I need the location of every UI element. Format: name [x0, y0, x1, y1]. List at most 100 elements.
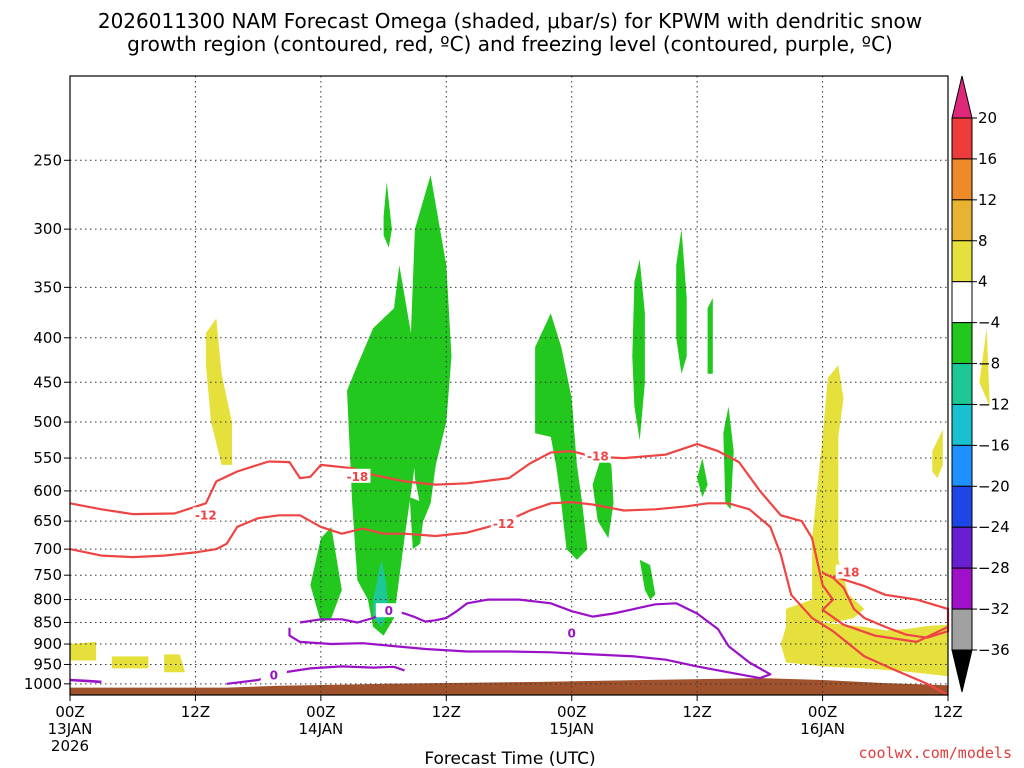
colorbar-label-9: −20	[978, 477, 1010, 495]
colorbar-bin-10	[951, 485, 973, 528]
omega-area-upward-11	[697, 458, 708, 498]
colorbar-label-12: −32	[978, 600, 1010, 618]
x-axis-title: Forecast Time (UTC)	[424, 749, 595, 768]
x-tick-label-0-2: 2026	[51, 737, 89, 755]
freezing-label-1-bg	[375, 603, 402, 618]
colorbar-bin-12	[951, 567, 973, 610]
colorbar-bin-13	[951, 608, 973, 651]
dgz-contour-late	[822, 571, 950, 639]
y-tick-label-750: 750	[33, 566, 62, 584]
dgz-label-lower-2: -12	[493, 517, 515, 531]
omega-area-upward-5	[409, 497, 426, 550]
x-tick-label-7-0: 12Z	[933, 703, 962, 721]
freezing-label-3-bg	[260, 667, 287, 682]
colorbar-bin-4	[951, 240, 973, 283]
omega-area-downward-20	[111, 656, 149, 669]
colorbar-label-8: −16	[978, 436, 1010, 454]
colorbar-bin-2	[951, 158, 973, 201]
x-tick-label-6-0: 00Z	[808, 703, 837, 721]
plot-area: -12 -12 -18 -18 -18 0 0 0	[69, 75, 990, 696]
y-tick-label-450: 450	[33, 373, 62, 391]
y-tick-label-950: 950	[33, 655, 62, 673]
colorbar-top-triangle	[951, 75, 973, 119]
omega-area-downward-18	[979, 328, 990, 407]
dgz-label-upper-1-bg	[344, 468, 371, 483]
omega-area-downward-17	[932, 429, 943, 479]
freezing-contour-ring	[288, 598, 772, 680]
dgz-label-lower-1-bg	[192, 507, 219, 522]
x-tick-label-6-1: 16JAN	[800, 720, 845, 738]
omega-area-upward-6	[535, 313, 588, 560]
colorbar-label-2: 12	[978, 191, 997, 209]
plot-frame	[69, 75, 949, 696]
x-tick-label-4-1: 15JAN	[549, 720, 594, 738]
y-tick-label-650: 650	[33, 512, 62, 530]
colorbar-label-0: 20	[978, 109, 997, 127]
colorbar-label-4: 4	[978, 273, 988, 291]
colorbar-bottom-triangle	[951, 649, 973, 693]
y-tick-label-500: 500	[33, 413, 62, 431]
freezing-label-3: 0	[270, 668, 278, 682]
freezing-label-2: 0	[568, 626, 576, 640]
omega-area-upward-13	[639, 559, 656, 600]
colorbar-bin-11	[951, 526, 973, 569]
colorbar-bin-1	[951, 117, 973, 160]
y-axis: 1000 950 900 850 800 750 700 650 600 550 500 450 400…	[24, 151, 70, 693]
x-tick-label-2-1: 14JAN	[298, 720, 343, 738]
omega-area-upward-4	[409, 175, 452, 522]
colorbar-bin-6	[951, 322, 973, 365]
colorbar-label-13: −36	[978, 641, 1010, 659]
chart-title-line-1: 2026011300 NAM Forecast Omega (shaded, μ…	[98, 9, 922, 33]
y-tick-label-1000: 1000	[24, 675, 62, 693]
colorbar-label-5: −4	[978, 314, 1000, 332]
omega-area-upward-2	[347, 265, 415, 636]
y-tick-label-800: 800	[33, 591, 62, 609]
y-tick-label-400: 400	[33, 329, 62, 347]
omega-area-upward-7	[592, 451, 614, 539]
x-tick-label-0-0: 00Z	[55, 703, 84, 721]
colorbar-bin-3	[951, 199, 973, 242]
x-tick-label-2-0: 00Z	[306, 703, 335, 721]
freezing-contour-small	[69, 678, 102, 684]
x-tick-label-3-0: 12Z	[432, 703, 461, 721]
omega-area-upward-3	[383, 182, 392, 248]
dgz-label-late-bg	[835, 564, 862, 579]
omega-area-downward-15	[812, 365, 865, 623]
colorbar-label-10: −24	[978, 518, 1010, 536]
freezing-label-2-bg	[558, 625, 585, 640]
chart-title-line-2: growth region (contoured, red, ºC) and f…	[127, 32, 893, 56]
x-tick-label-4-0: 00Z	[557, 703, 586, 721]
dgz-contour-upper	[69, 443, 949, 644]
colorbar-bin-8	[951, 403, 973, 446]
omega-area-downward-14	[205, 318, 232, 465]
x-tick-label-0-1: 13JAN	[48, 720, 93, 738]
dgz-label-lower-1: -12	[195, 508, 217, 522]
omega-area-upward-12	[723, 406, 734, 510]
omega-area-downward-19	[70, 641, 97, 661]
y-tick-label-300: 300	[33, 220, 62, 238]
colorbar-label-7: −12	[978, 395, 1010, 413]
omega-area-upward-9	[676, 229, 687, 374]
colorbar-label-11: −28	[978, 559, 1010, 577]
colorbar-label-3: 8	[978, 232, 988, 250]
dgz-label-lower-2-bg	[490, 516, 517, 531]
colorbar-label-1: 16	[978, 150, 997, 168]
dgz-label-late: -18	[838, 566, 860, 580]
y-tick-label-350: 350	[33, 278, 62, 296]
freezing-label-1: 0	[385, 604, 393, 618]
y-tick-label-600: 600	[33, 482, 62, 500]
y-tick-label-250: 250	[33, 151, 62, 169]
colorbar-bin-7	[951, 363, 973, 405]
dgz-label-upper-2-bg	[584, 448, 611, 463]
terrain-fill	[70, 678, 948, 695]
credit-text: coolwx.com/models	[858, 744, 1012, 762]
colorbar: 20 16 12 8 4 −4 −8 −12 −16 −20 −24 −28 −32 −36	[951, 75, 1010, 693]
colorbar-bin-5	[951, 281, 973, 324]
dgz-label-upper-1: -18	[347, 470, 369, 484]
dgz-label-upper-2: -18	[587, 450, 609, 464]
x-tick-label-5-0: 12Z	[682, 703, 711, 721]
y-tick-label-700: 700	[33, 540, 62, 558]
omega-area-downward-21	[164, 654, 185, 673]
